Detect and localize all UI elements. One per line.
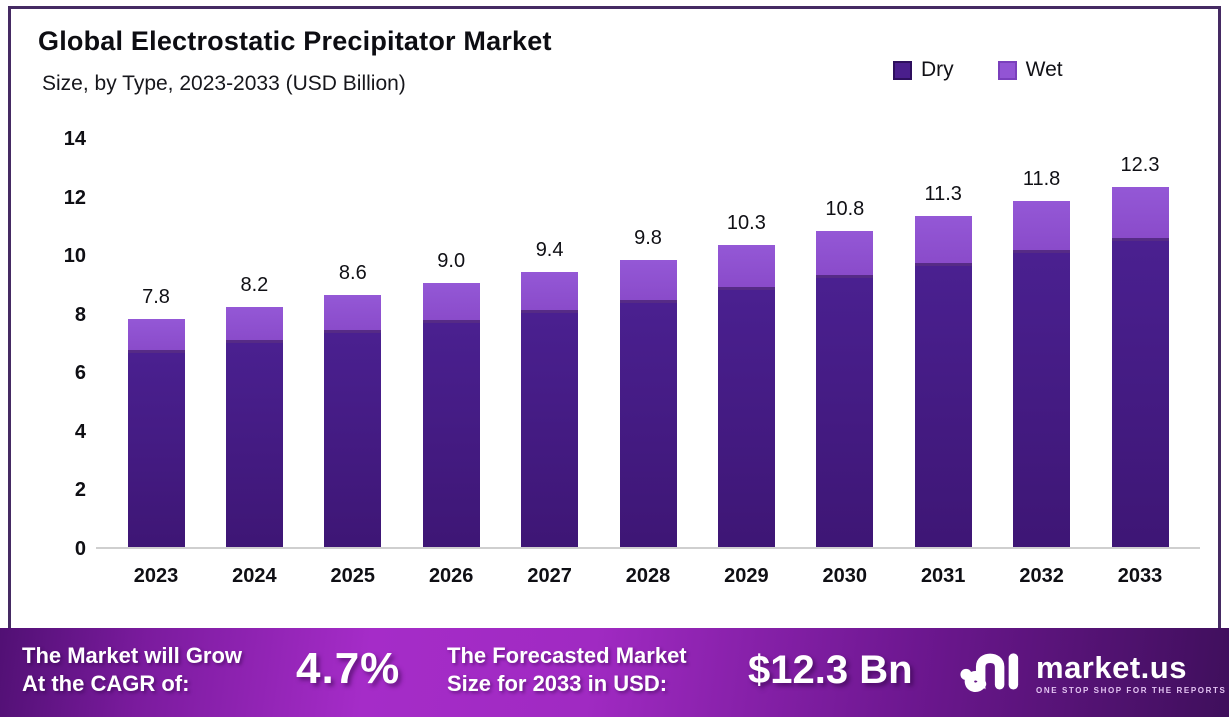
bar-2033-wet-segment (1111, 186, 1169, 241)
bar-value-label-2023: 7.8 (142, 285, 170, 308)
bar-value-label-2028: 9.8 (634, 227, 662, 249)
y-tick-0: 0 (74, 538, 86, 560)
forecast-value: $12.3 Bn (748, 648, 913, 692)
bar-value-label-2029: 10.3 (726, 212, 766, 235)
y-tick-10: 10 (63, 245, 86, 268)
brand-text: market.us ONE STOP SHOP FOR THE REPORTS (1036, 650, 1227, 696)
y-tick-6: 6 (74, 362, 86, 385)
brand-logo: market.us ONE STOP SHOP FOR THE REPORTS (958, 640, 1226, 707)
bar-2032-dry-segment (1013, 253, 1071, 547)
bar-2025 (324, 295, 382, 547)
x-tick-2024: 2024 (232, 565, 277, 587)
bar-2033-dry-segment (1111, 240, 1169, 547)
bar-2030-wet-segment (816, 230, 874, 279)
y-tick-2: 2 (74, 479, 86, 502)
y-tick-12: 12 (63, 186, 86, 209)
cagr-label-line1: The Market will Grow (22, 643, 243, 668)
bar-2033 (1111, 186, 1169, 547)
y-tick-8: 8 (74, 303, 86, 326)
bar-2024-wet-segment (225, 306, 283, 343)
x-tick-2029: 2029 (724, 565, 769, 587)
bar-2028-wet-segment (619, 260, 677, 304)
x-tick-2023: 2023 (133, 565, 179, 587)
forecast-label-line1: The Forecasted Market (447, 643, 687, 668)
legend-label-wet: Wet (1025, 58, 1063, 81)
x-tick-2027: 2027 (527, 565, 572, 587)
legend-item-wet: Wet (997, 58, 1063, 82)
y-tick-14: 14 (63, 128, 86, 150)
bar-value-label-2024: 8.2 (240, 273, 269, 296)
bar-value-label-2027: 9.4 (535, 238, 564, 261)
bar-2031 (914, 216, 972, 547)
bar-2027 (521, 271, 579, 547)
page-title: Global Electrostatic Precipitator Market (38, 26, 552, 56)
bar-2024-dry-segment (225, 342, 283, 547)
cagr-value: 4.7% (296, 644, 401, 693)
bar-value-label-2031: 11.3 (924, 183, 962, 206)
footer-banner: The Market will Grow At the CAGR of: 4.7… (0, 628, 1229, 717)
bar-2029-wet-segment (717, 245, 775, 291)
bar-2032 (1013, 201, 1071, 547)
bar-2031-wet-segment (914, 216, 972, 266)
bar-2024 (225, 306, 283, 547)
wet-legend-swatch-icon (997, 60, 1017, 80)
bar-2023 (127, 318, 185, 547)
cagr-label: The Market will Grow At the CAGR of: (22, 642, 242, 698)
x-tick-2026: 2026 (428, 565, 474, 587)
legend-item-dry: Dry (893, 58, 954, 82)
bar-2028-dry-segment (619, 303, 677, 547)
forecast-label-line2: Size for 2033 in USD: (447, 671, 668, 696)
page-subtitle: Size, by Type, 2023-2033 (USD Billion) (42, 72, 406, 95)
x-tick-2025: 2025 (330, 565, 376, 587)
forecast-label: The Forecasted Market Size for 2033 in U… (447, 642, 687, 698)
bar-2026 (422, 283, 480, 547)
bar-2026-dry-segment (422, 322, 480, 547)
bar-value-label-2032: 11.8 (1022, 168, 1061, 191)
dry-legend-swatch-icon (893, 60, 912, 80)
x-tick-2032: 2032 (1019, 565, 1064, 587)
bar-2027-dry-segment (521, 313, 579, 547)
legend-label-dry: Dry (921, 58, 954, 81)
plot-area: 7.8 8.2 8.6 9.0 9.4 9.8 10.3 10.8 11.3 11.8 12.3 (96, 139, 1200, 549)
bar-2023-dry-segment (127, 352, 185, 547)
bar-2026-wet-segment (422, 283, 480, 323)
bar-2029-dry-segment (717, 290, 775, 547)
brand-tagline: ONE STOP SHOP FOR THE REPORTS (1036, 686, 1227, 695)
x-tick-2028: 2028 (625, 565, 671, 587)
bar-2030 (816, 230, 874, 547)
bar-2028 (619, 260, 677, 547)
bar-2027-wet-segment (521, 271, 579, 313)
market-us-logo-icon (958, 640, 1024, 707)
cagr-label-line2: At the CAGR of: (22, 671, 190, 696)
bar-2029 (717, 245, 775, 547)
bar-2031-dry-segment (914, 265, 972, 547)
y-tick-4: 4 (74, 420, 86, 443)
x-tick-2030: 2030 (822, 565, 868, 587)
bar-value-label-2025: 8.6 (338, 262, 367, 285)
bar-value-label-2033: 12.3 (1120, 153, 1160, 176)
bar-2023-wet-segment (127, 318, 185, 353)
bar-2030-dry-segment (816, 278, 874, 547)
x-tick-2031: 2031 (920, 565, 966, 587)
brand-name: market.us (1036, 650, 1187, 685)
bar-2025-wet-segment (324, 295, 382, 333)
bar-2025-dry-segment (324, 332, 382, 547)
legend: Dry Wet (893, 58, 1063, 82)
bar-2032-wet-segment (1013, 201, 1071, 254)
x-tick-2033: 2033 (1117, 565, 1163, 587)
bar-value-label-2026: 9.0 (437, 250, 466, 273)
bar-value-label-2030: 10.8 (825, 197, 865, 220)
